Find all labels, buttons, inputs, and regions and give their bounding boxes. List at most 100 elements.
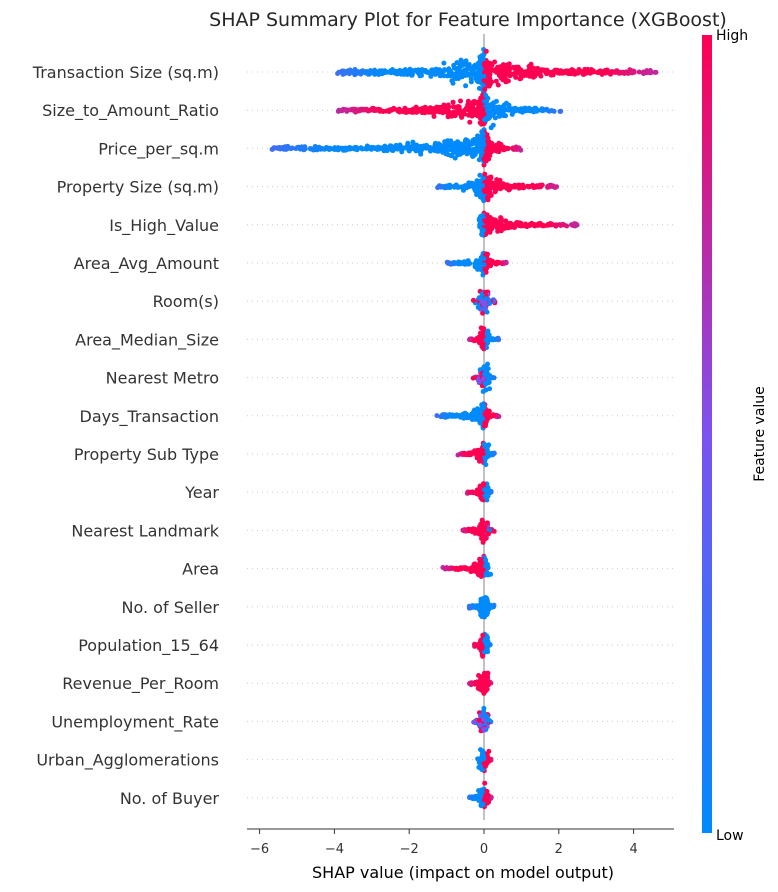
shap-point	[426, 70, 432, 76]
shap-point	[446, 67, 452, 73]
shap-point	[526, 63, 532, 69]
shap-point	[476, 570, 481, 576]
shap-point	[485, 361, 490, 367]
shap-point	[467, 119, 473, 125]
shap-point	[481, 441, 487, 447]
shap-point	[500, 72, 506, 78]
shap-point	[337, 108, 343, 113]
shap-point	[482, 171, 488, 177]
shap-point	[499, 111, 504, 116]
shap-point	[485, 251, 490, 257]
shap-point	[470, 297, 476, 303]
shap-point	[331, 147, 337, 152]
feature-label: Area_Median_Size	[75, 330, 219, 350]
shap-point	[546, 108, 552, 114]
shap-point	[476, 455, 482, 461]
x-tick-label: 2	[555, 842, 563, 857]
feature-label: No. of Buyer	[120, 789, 220, 808]
shap-point	[404, 107, 410, 113]
shap-point	[481, 187, 487, 193]
shap-point	[473, 146, 479, 152]
shap-point	[456, 110, 462, 116]
shap-point	[498, 228, 504, 234]
shap-point	[551, 108, 557, 114]
row-guides	[247, 71, 674, 799]
shap-point	[372, 108, 377, 114]
shap-point	[441, 102, 447, 108]
shap-point	[422, 144, 428, 150]
shap-point	[480, 416, 485, 422]
shap-point	[505, 78, 511, 84]
shap-point	[450, 412, 456, 418]
shap-point	[479, 614, 485, 620]
shap-point	[459, 114, 465, 120]
shap-point	[480, 376, 486, 382]
shap-point	[494, 225, 500, 231]
shap-point	[482, 86, 488, 92]
shap-point	[495, 82, 501, 88]
shap-point	[455, 151, 461, 156]
feature-label: No. of Seller	[122, 598, 220, 617]
shap-point	[453, 76, 459, 81]
feature-row	[335, 47, 659, 95]
shap-point	[492, 68, 498, 74]
shap-point	[526, 222, 532, 228]
shap-point	[486, 377, 491, 383]
shap-point	[480, 448, 486, 454]
shap-point	[459, 62, 465, 68]
shap-point	[517, 76, 523, 82]
shap-point	[441, 107, 447, 113]
shap-point	[477, 556, 483, 562]
shap-point	[473, 139, 479, 145]
shap-point	[550, 72, 556, 78]
shap-point	[507, 73, 513, 79]
shap-point	[478, 214, 484, 220]
shap-point	[464, 148, 469, 154]
shap-point	[493, 78, 499, 84]
shap-point	[468, 680, 474, 686]
shap-point	[481, 142, 487, 148]
shap-point	[469, 141, 475, 147]
shap-point	[446, 109, 452, 115]
shap-point	[467, 489, 473, 495]
feature-label: Price_per_sq.m	[98, 139, 219, 159]
shap-point	[469, 794, 475, 800]
shap-point	[433, 66, 439, 72]
shap-point	[480, 227, 486, 233]
shap-point	[452, 155, 458, 161]
shap-point	[484, 370, 490, 376]
feature-label: Year	[184, 483, 219, 502]
x-tick-label: 4	[629, 842, 637, 857]
shap-point	[288, 146, 294, 152]
shap-point	[450, 99, 456, 105]
shap-point	[481, 685, 487, 691]
shap-point	[437, 144, 443, 150]
shap-point	[308, 146, 313, 152]
shap-point	[444, 140, 450, 146]
shap-point	[480, 329, 486, 335]
shap-point	[552, 222, 558, 228]
shap-point	[410, 107, 416, 113]
shap-point	[516, 185, 522, 191]
shap-point	[481, 262, 487, 268]
feature-row	[472, 631, 493, 659]
shap-point	[468, 76, 474, 82]
shap-point	[451, 565, 457, 571]
shap-point	[473, 642, 479, 648]
feature-label: Transaction Size (sq.m)	[32, 63, 219, 82]
shap-point	[437, 109, 443, 115]
feature-row	[467, 670, 494, 696]
shap-point	[431, 114, 437, 119]
shap-point	[566, 69, 572, 75]
shap-point	[482, 117, 488, 123]
shap-point	[461, 415, 467, 421]
shap-point	[481, 111, 487, 117]
shap-point	[480, 709, 486, 715]
shap-point	[613, 69, 618, 75]
shap-point	[398, 144, 404, 150]
shap-point	[392, 70, 397, 76]
shap-point	[463, 83, 469, 89]
shap-point	[418, 151, 424, 157]
shap-point	[484, 677, 490, 683]
